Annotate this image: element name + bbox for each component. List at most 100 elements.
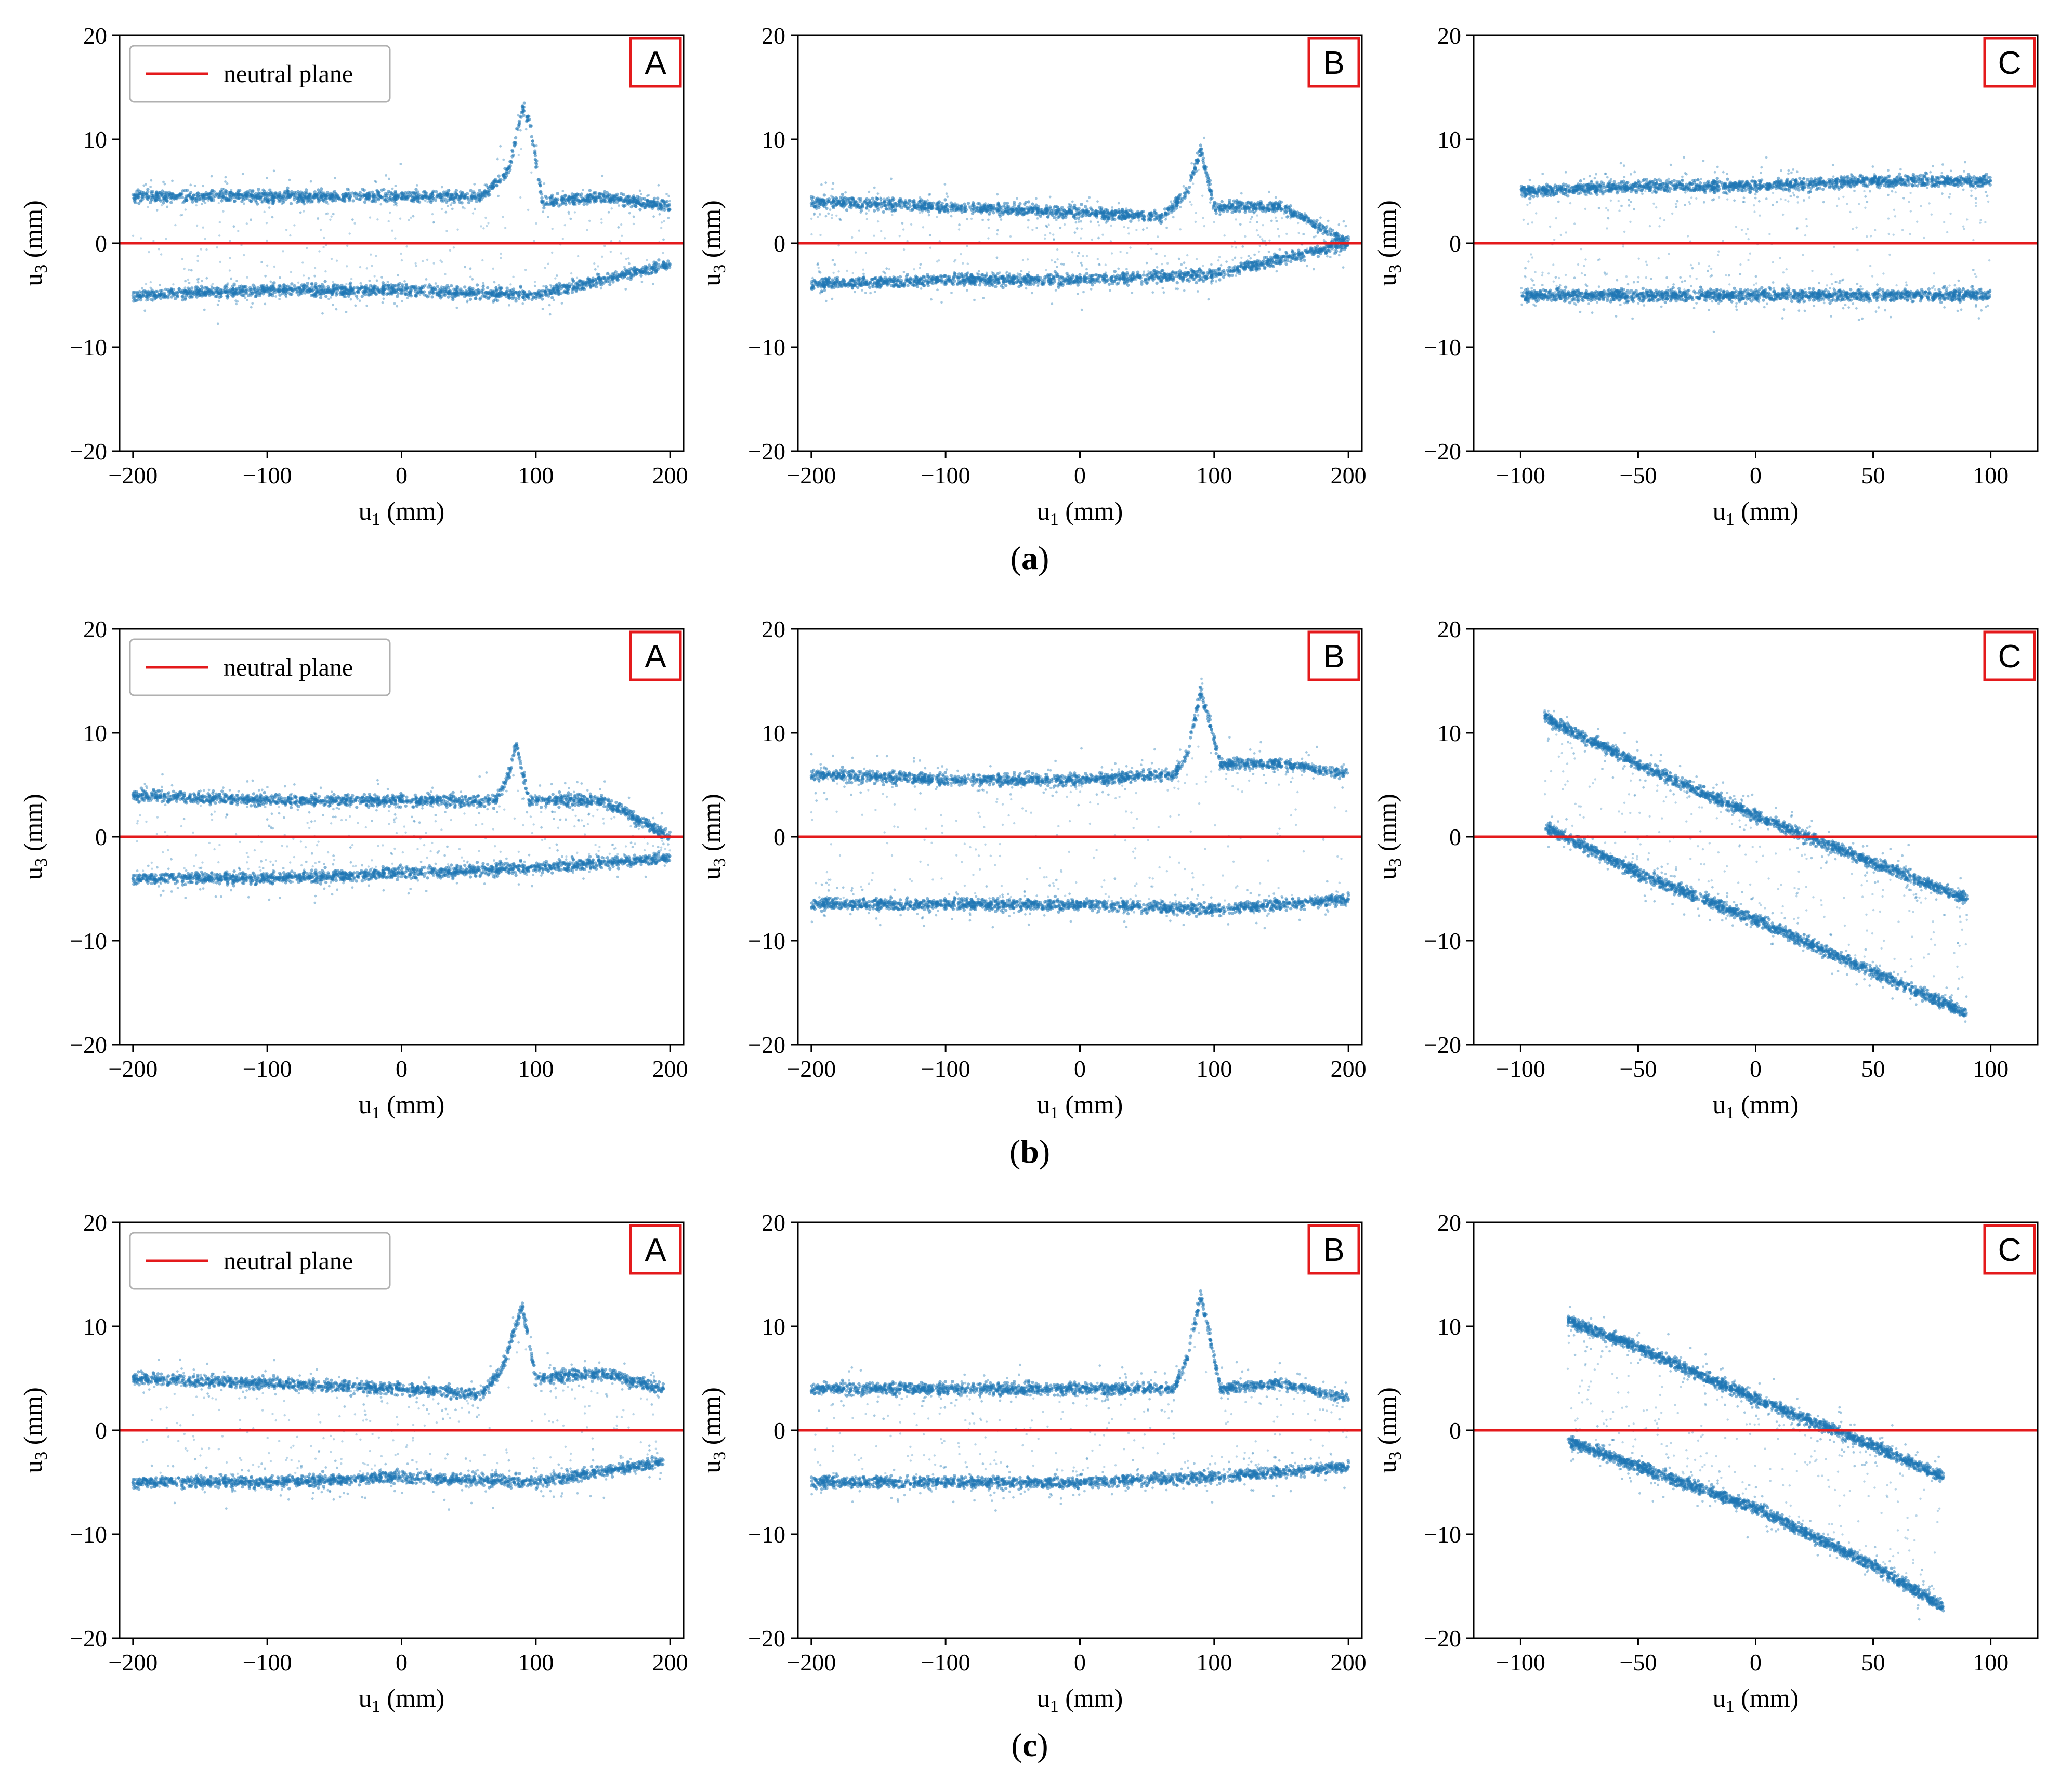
point — [442, 193, 445, 196]
point — [563, 197, 567, 201]
point — [171, 292, 175, 295]
point — [630, 274, 633, 277]
point — [183, 267, 186, 270]
point — [233, 199, 237, 203]
point — [885, 197, 889, 201]
point — [134, 299, 138, 302]
point — [1307, 219, 1311, 223]
point — [298, 195, 301, 199]
point — [562, 290, 566, 294]
point — [966, 202, 970, 205]
point — [1095, 215, 1099, 219]
point — [360, 286, 364, 289]
point — [507, 165, 511, 168]
point — [520, 104, 524, 108]
point — [1077, 217, 1080, 220]
point — [418, 195, 422, 199]
point — [470, 191, 475, 195]
point — [1054, 205, 1057, 208]
point — [274, 196, 278, 200]
point — [473, 195, 476, 199]
point — [194, 285, 198, 289]
point — [365, 195, 369, 199]
legend-label: neutral plane — [224, 60, 353, 88]
point — [621, 270, 624, 274]
point — [551, 228, 554, 230]
point — [972, 202, 976, 206]
point — [573, 211, 576, 214]
point — [574, 282, 578, 286]
point — [381, 301, 384, 304]
point — [201, 196, 204, 200]
point — [1073, 203, 1077, 207]
point — [364, 288, 368, 292]
point — [344, 296, 347, 298]
point — [484, 216, 487, 219]
point — [311, 201, 314, 204]
point — [422, 290, 426, 294]
point — [514, 299, 518, 303]
series-lower-band — [131, 238, 672, 325]
point — [286, 186, 290, 190]
point — [215, 286, 219, 290]
point — [544, 293, 548, 297]
y-tick-label: 10 — [83, 126, 107, 153]
point — [392, 193, 396, 197]
point — [376, 218, 379, 221]
point — [439, 287, 443, 291]
point — [499, 286, 503, 291]
point — [282, 199, 286, 203]
point — [527, 208, 530, 212]
point — [323, 236, 325, 240]
y-axis-label: u3 (mm) — [18, 200, 51, 286]
point — [136, 291, 139, 295]
point — [368, 279, 371, 282]
point — [651, 268, 654, 271]
point — [564, 203, 568, 206]
point — [621, 276, 625, 280]
point — [599, 199, 602, 202]
point — [581, 282, 584, 286]
point — [259, 284, 263, 288]
point — [250, 306, 253, 309]
point — [487, 296, 491, 300]
point — [196, 281, 200, 284]
point — [620, 223, 623, 226]
point — [316, 192, 320, 196]
point — [218, 194, 221, 197]
point — [428, 283, 431, 287]
point — [416, 190, 420, 194]
point — [349, 298, 352, 301]
point — [251, 302, 254, 305]
point — [356, 287, 360, 291]
point — [918, 200, 922, 203]
point — [246, 276, 248, 279]
point — [332, 191, 335, 194]
point — [196, 259, 199, 262]
point — [452, 193, 455, 196]
panel-label-box — [629, 37, 682, 88]
point — [224, 176, 227, 179]
point — [382, 195, 385, 199]
point — [352, 194, 357, 198]
point — [1113, 209, 1117, 213]
point — [813, 201, 817, 205]
point — [555, 283, 558, 286]
point — [555, 201, 558, 204]
point — [831, 201, 835, 204]
point — [575, 192, 579, 196]
point — [369, 216, 372, 219]
point — [267, 288, 270, 292]
point — [1200, 151, 1204, 155]
point — [524, 295, 529, 298]
point — [408, 219, 410, 221]
point — [424, 283, 427, 286]
scatter-points — [809, 136, 1350, 311]
point — [568, 282, 571, 284]
point — [497, 194, 500, 197]
point — [183, 286, 187, 289]
point — [530, 171, 533, 174]
point — [587, 283, 591, 287]
point — [950, 207, 953, 210]
point — [317, 217, 320, 220]
